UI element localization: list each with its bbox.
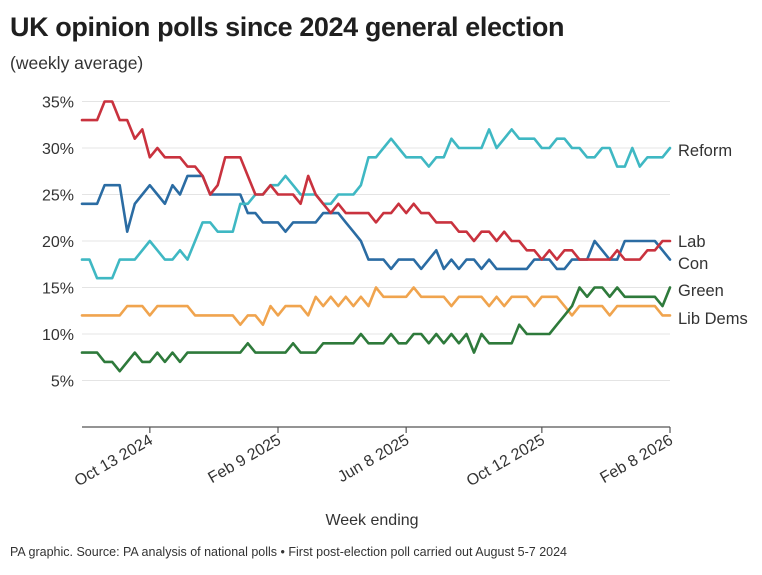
y-tick-label: 20% [42,234,74,251]
y-tick-label: 5% [51,374,74,391]
x-tick-label: Feb 8 2026 [597,432,676,487]
y-tick-label: 25% [42,188,74,205]
x-tick-label: Jun 8 2025 [335,432,412,486]
series-label-reform: Reform [678,142,732,160]
series-line-lib-dems [80,286,672,327]
series-line-green [80,286,672,373]
chart-subtitle: (weekly average) [10,53,144,73]
y-tick-label: 30% [42,141,74,158]
y-tick-label: 10% [42,327,74,344]
series-label-lib-dems: Lib Dems [678,310,748,328]
source-note: PA graphic. Source: PA analysis of natio… [10,545,568,559]
series-label-lab: Lab [678,233,706,251]
series-label-green: Green [678,282,724,300]
y-tick-label: 35% [42,95,74,112]
x-tick-label: Oct 12 2025 [464,432,548,490]
x-tick-label: Feb 9 2025 [205,432,284,487]
series-label-con: Con [678,255,708,273]
x-axis-label: Week ending [325,512,418,529]
series-line-con [80,174,672,271]
chart-title: UK opinion polls since 2024 general elec… [10,12,565,42]
series-line-lab [80,100,672,261]
series-line-reform [80,128,672,280]
x-tick-label: Oct 13 2024 [72,432,156,490]
y-tick-label: 15% [42,281,74,298]
